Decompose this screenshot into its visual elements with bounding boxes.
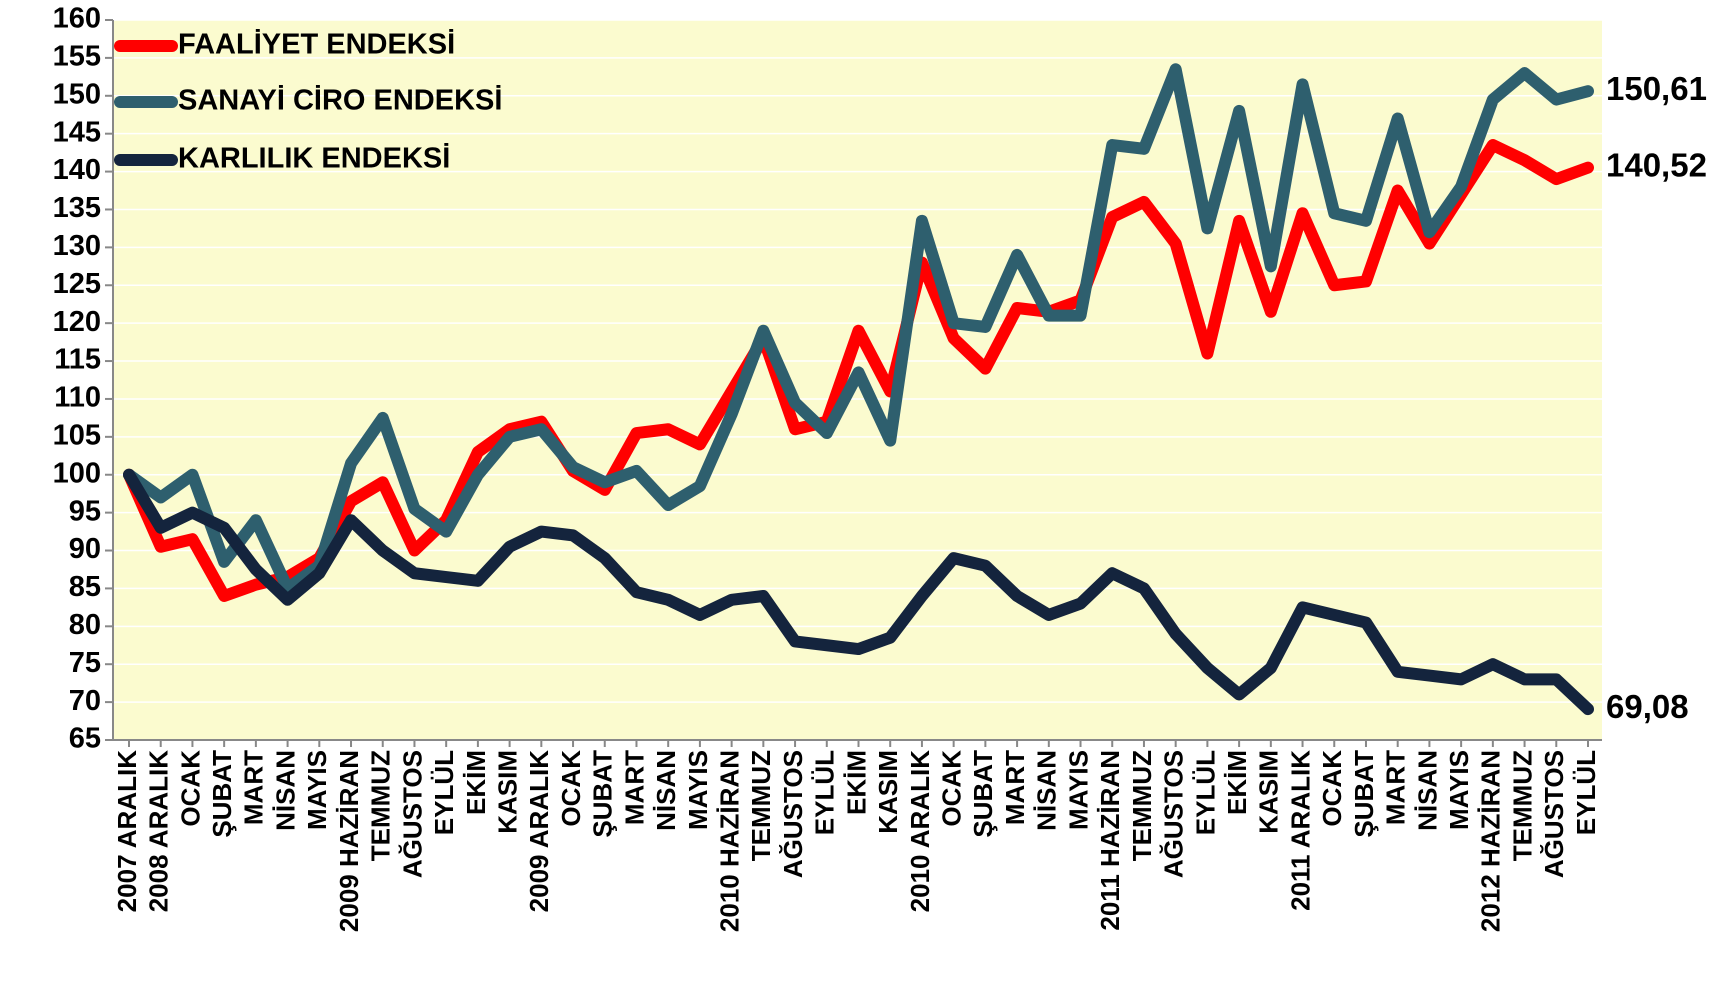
x-tick-label: EYLÜL xyxy=(1190,750,1220,835)
y-tick-label: 110 xyxy=(54,382,101,414)
x-tick-label: EYLÜL xyxy=(429,750,459,835)
x-tick-label: 2011 ARALIK xyxy=(1285,750,1315,911)
x-tick-label: 2009 ARALIK xyxy=(524,750,554,913)
y-tick-label: 65 xyxy=(69,723,101,755)
x-tick-label: KASIM xyxy=(492,750,522,834)
x-tick-label: AĞUSTOS xyxy=(1159,750,1189,878)
y-tick-label: 125 xyxy=(53,268,101,300)
x-tick-label: OCAK xyxy=(175,750,205,827)
legend-label: SANAYİ CİRO ENDEKSİ xyxy=(178,85,502,117)
series-line xyxy=(123,468,1594,716)
legend-label: KARLILIK ENDEKSİ xyxy=(178,143,450,175)
x-tick-label: 2008 ARALIK xyxy=(144,750,174,913)
y-tick-label: 130 xyxy=(53,230,101,262)
x-tick-label: NİSAN xyxy=(1412,750,1442,831)
x-tick-label: EKİM xyxy=(841,750,871,815)
x-tick-label: ŞUBAT xyxy=(207,750,237,838)
y-tick-label: 70 xyxy=(69,685,101,717)
x-tick-label: 2010 ARALIK xyxy=(905,750,935,913)
series-line xyxy=(123,63,1594,595)
x-tick-label: TEMMUZ xyxy=(746,750,776,861)
x-tick-label: MAYIS xyxy=(683,750,713,830)
x-tick-label: 2012 HAZİRAN xyxy=(1476,750,1506,932)
y-tick-label: 80 xyxy=(69,609,101,641)
x-tick-label: OCAK xyxy=(556,750,586,827)
x-tick-label: MAYIS xyxy=(1063,750,1093,830)
x-tick-label: KASIM xyxy=(873,750,903,834)
x-tick-label: OCAK xyxy=(1317,750,1347,827)
y-tick-label: 135 xyxy=(53,192,101,224)
y-tick-label: 90 xyxy=(69,533,101,565)
x-tick-label: AĞUSTOS xyxy=(1539,750,1569,878)
y-tick-label: 115 xyxy=(54,344,101,376)
legend-label: FAALİYET ENDEKSİ xyxy=(178,29,455,61)
x-tick-label: TEMMUZ xyxy=(1127,750,1157,861)
x-tick-label: ŞUBAT xyxy=(1349,750,1379,838)
x-tick-label: NİSAN xyxy=(651,750,681,831)
y-tick-label: 85 xyxy=(69,571,101,603)
data-label: 69,08 xyxy=(1606,688,1689,725)
y-tick-label: 95 xyxy=(69,495,101,527)
x-tick-label: ŞUBAT xyxy=(968,750,998,838)
x-tick-label: EKİM xyxy=(1222,750,1252,815)
y-tick-label: 140 xyxy=(53,154,101,186)
x-tick-label: OCAK xyxy=(937,750,967,827)
x-tick-label: AĞUSTOS xyxy=(397,750,427,878)
y-tick-label: 145 xyxy=(53,116,101,148)
series-line xyxy=(123,139,1594,602)
x-tick-label: 2009 HAZİRAN xyxy=(334,750,364,932)
y-tick-label: 120 xyxy=(53,306,101,338)
x-tick-label: 2007 ARALIK xyxy=(112,750,142,913)
y-tick-label: 100 xyxy=(53,457,101,489)
x-tick-label: AĞUSTOS xyxy=(778,750,808,878)
y-tick-label: 155 xyxy=(53,41,101,73)
x-tick-label: EYLÜL xyxy=(1571,750,1601,835)
y-tick-label: 105 xyxy=(53,419,101,451)
y-tick-label: 160 xyxy=(53,3,101,35)
x-tick-label: EKİM xyxy=(461,750,491,815)
x-tick-label: 2011 HAZİRAN xyxy=(1095,750,1125,931)
x-tick-label: 2010 HAZİRAN xyxy=(715,750,745,932)
x-tick-label: NİSAN xyxy=(270,750,300,831)
data-label: 140,52 xyxy=(1606,146,1707,183)
x-tick-label: MAYIS xyxy=(1444,750,1474,830)
x-tick-label: MART xyxy=(239,750,269,825)
x-tick-label: EYLÜL xyxy=(810,750,840,835)
data-label: 150,61 xyxy=(1606,70,1707,107)
x-tick-label: KASIM xyxy=(1254,750,1284,834)
x-tick-label: NİSAN xyxy=(1032,750,1062,831)
x-tick-label: TEMMUZ xyxy=(366,750,396,861)
y-tick-label: 150 xyxy=(53,78,101,110)
x-tick-label: MAYIS xyxy=(302,750,332,830)
y-tick-label: 75 xyxy=(69,647,101,679)
x-tick-label: MART xyxy=(1000,750,1030,825)
x-tick-label: MART xyxy=(619,750,649,825)
x-tick-label: ŞUBAT xyxy=(588,750,618,838)
x-tick-label: TEMMUZ xyxy=(1507,750,1537,861)
x-tick-label: MART xyxy=(1381,750,1411,825)
